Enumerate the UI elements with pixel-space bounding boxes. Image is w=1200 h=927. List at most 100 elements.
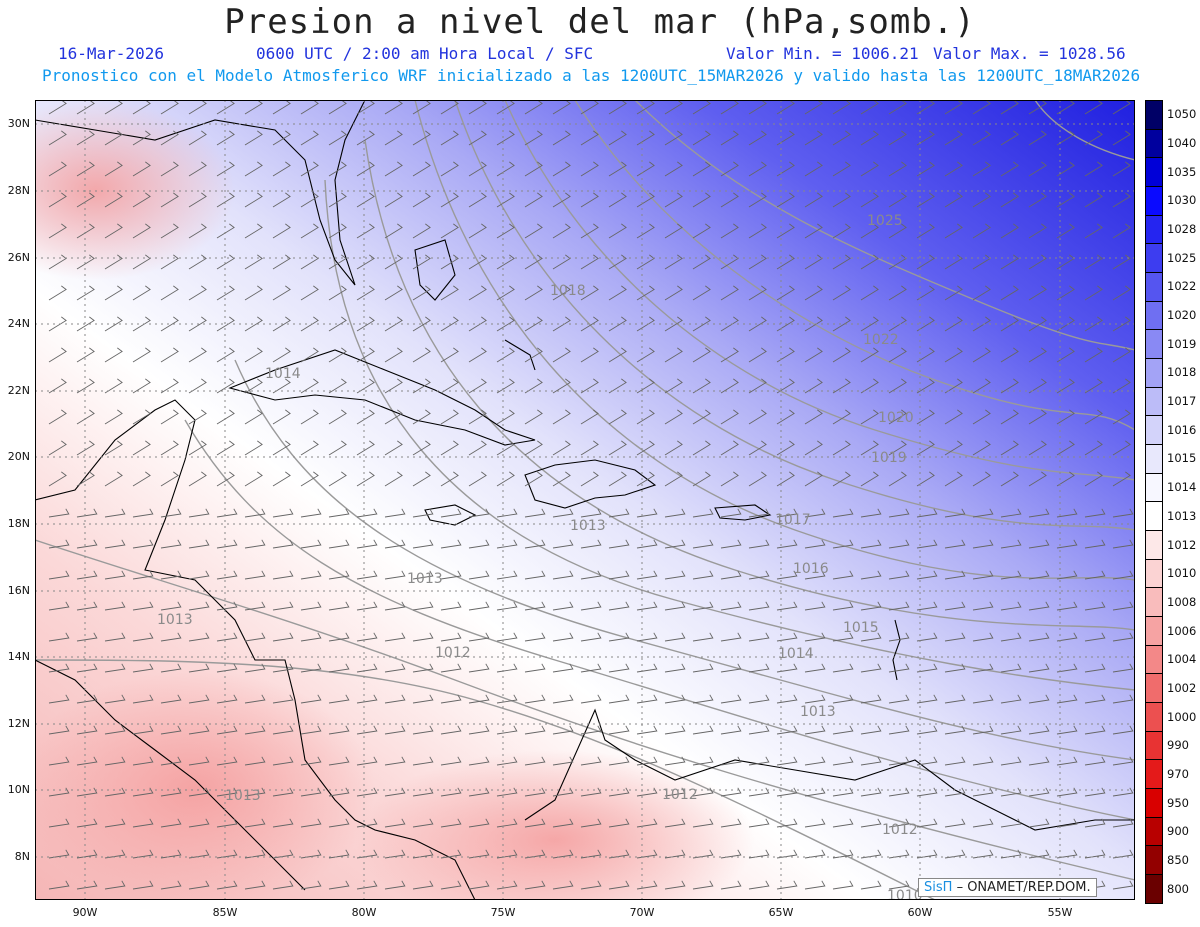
wind-barb — [888, 818, 910, 828]
wind-barb — [104, 632, 126, 642]
wind-barb — [916, 347, 935, 363]
wind-barb — [860, 663, 882, 673]
wind-barb — [832, 880, 854, 890]
wind-barb — [944, 849, 966, 859]
wind-barb — [608, 539, 630, 549]
wind-barb — [1084, 223, 1103, 239]
wind-barb — [748, 818, 770, 828]
wind-barb — [776, 471, 795, 487]
wind-barb — [692, 254, 711, 270]
wind-barb — [496, 409, 515, 425]
wind-barb — [48, 378, 67, 394]
wind-barb — [608, 601, 630, 611]
wind-barb — [860, 539, 882, 549]
wind-barb — [104, 849, 126, 859]
wind-barb — [104, 100, 123, 115]
wind-barb — [524, 849, 546, 859]
wind-barb — [1028, 787, 1050, 797]
wind-barb — [216, 725, 238, 735]
forecast-time: 0600 UTC / 2:00 am Hora Local / SFC — [256, 44, 594, 63]
latitude-label: 28N — [7, 184, 30, 197]
wind-barb — [412, 880, 434, 890]
wind-barb — [356, 223, 375, 239]
wind-barb — [104, 818, 126, 828]
colorbar-label: 1016 — [1167, 422, 1197, 437]
wind-barb — [552, 285, 571, 301]
wind-barb — [496, 787, 518, 797]
wind-barb — [720, 663, 742, 673]
wind-barb — [608, 223, 627, 239]
colorbar-swatch — [1145, 617, 1163, 646]
wind-barb — [720, 508, 742, 518]
wind-barb — [244, 378, 263, 394]
wind-barb — [1084, 694, 1106, 704]
wind-barb — [972, 440, 991, 456]
wind-barb — [468, 880, 490, 890]
wind-barb — [1056, 161, 1075, 177]
wind-barb — [804, 440, 823, 456]
wind-barb — [552, 508, 574, 518]
colorbar-swatch — [1145, 129, 1163, 159]
wind-barb — [188, 818, 210, 828]
wind-barb — [1112, 100, 1131, 115]
wind-barb — [468, 508, 490, 518]
wind-barb — [440, 192, 459, 208]
wind-barb — [328, 192, 347, 208]
wind-barb — [888, 192, 907, 208]
wind-barb — [188, 570, 210, 580]
wind-barb — [748, 539, 770, 549]
wind-barb — [272, 409, 291, 425]
wind-barb — [832, 347, 851, 363]
wind-barb — [692, 347, 711, 363]
wind-barb — [664, 161, 683, 177]
wind-barb — [860, 161, 879, 177]
wind-barb — [664, 663, 686, 673]
wind-barb — [916, 601, 938, 611]
wind-barb — [272, 570, 294, 580]
wind-barb — [1084, 663, 1106, 673]
wind-barb — [888, 663, 910, 673]
wind-barb — [916, 440, 935, 456]
wind-barb — [356, 725, 378, 735]
wind-barb — [1112, 316, 1131, 332]
wind-barb — [664, 694, 686, 704]
wind-barb — [244, 880, 266, 890]
wind-barb — [440, 316, 459, 332]
wind-barb — [272, 285, 291, 301]
contour-label: 1013 — [157, 612, 193, 628]
wind-barb — [524, 161, 543, 177]
map-frame — [35, 100, 1135, 900]
wind-barb — [132, 440, 151, 456]
wind-barb — [384, 192, 403, 208]
wind-barb — [328, 409, 347, 425]
wind-barb — [1084, 632, 1106, 642]
wind-barb — [692, 539, 714, 549]
wind-barb — [48, 756, 70, 766]
wind-barb — [384, 880, 406, 890]
wind-barb — [132, 100, 151, 115]
wind-barb — [496, 285, 515, 301]
wind-barb — [104, 130, 123, 146]
latitude-label: 10N — [7, 783, 30, 796]
wind-barb — [804, 285, 823, 301]
wind-barb — [132, 471, 151, 487]
wind-barb — [1028, 440, 1047, 456]
wind-barb — [916, 409, 935, 425]
wind-barb — [328, 285, 347, 301]
colorbar-label: 1020 — [1167, 308, 1197, 323]
wind-barb — [384, 756, 406, 766]
wind-barb — [748, 694, 770, 704]
wind-barb — [440, 254, 459, 270]
wind-barb — [188, 161, 207, 177]
wind-barb — [608, 347, 627, 363]
wind-barb — [524, 818, 546, 828]
wind-barb — [412, 787, 434, 797]
wind-barb — [776, 663, 798, 673]
wind-barb — [356, 285, 375, 301]
wind-barb — [664, 601, 686, 611]
wind-barb — [972, 100, 991, 115]
colorbar-swatch — [1145, 301, 1163, 331]
wind-barb — [552, 471, 571, 487]
wind-barb — [468, 725, 490, 735]
wind-barb — [272, 254, 291, 270]
